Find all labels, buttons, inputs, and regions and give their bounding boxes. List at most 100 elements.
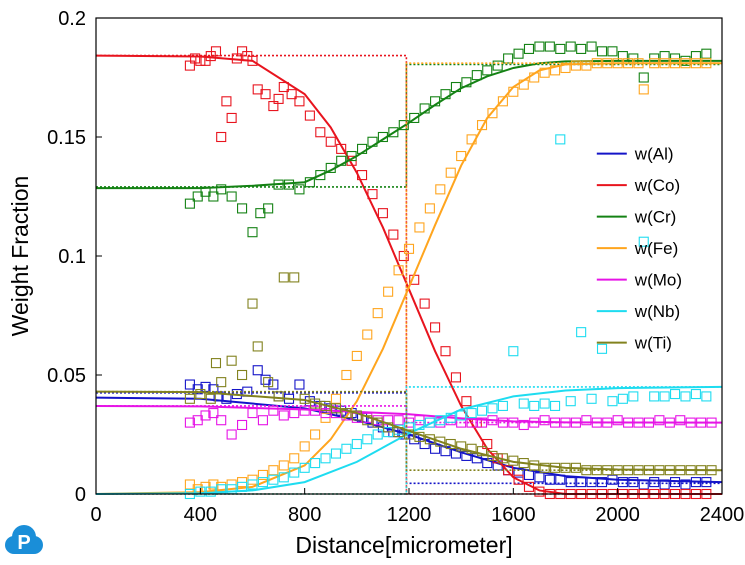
brand-logo-icon: P xyxy=(5,525,43,554)
point-wcr-15 xyxy=(325,162,336,173)
point-wti-36 xyxy=(539,462,550,473)
point-wcr-6 xyxy=(237,203,248,214)
point-wti-18 xyxy=(351,410,362,421)
x-tick-label-2: 800 xyxy=(288,504,321,526)
point-wco-23 xyxy=(336,143,347,154)
point-wti-8 xyxy=(252,341,263,352)
point-wmo-49 xyxy=(685,417,696,428)
y-tick-label-4: 0.2 xyxy=(58,8,86,30)
point-wti-20 xyxy=(372,417,383,428)
point-wal-39 xyxy=(565,477,576,488)
point-wcr-42 xyxy=(607,46,618,57)
point-wco-31 xyxy=(419,298,430,309)
point-wfe-15 xyxy=(330,393,342,404)
point-wfe-41 xyxy=(602,58,613,69)
point-wti-1 xyxy=(195,388,206,400)
point-wti-12 xyxy=(289,272,300,283)
point-wco-12 xyxy=(247,55,258,66)
point-wcr-50 xyxy=(690,51,701,62)
point-wfe-38 xyxy=(570,60,581,71)
point-wnb-10 xyxy=(289,467,300,478)
point-wfe-26 xyxy=(445,167,456,178)
point-wti-40 xyxy=(581,465,592,476)
curve-wmo xyxy=(95,404,723,424)
point-wcr-41 xyxy=(596,46,608,57)
point-wnb-28 xyxy=(476,405,488,416)
point-wnb-39 xyxy=(586,393,597,404)
point-wco-6 xyxy=(216,131,227,143)
point-wti-38 xyxy=(560,462,571,473)
point-wti-9 xyxy=(263,377,274,388)
point-wnb-12 xyxy=(310,458,321,469)
y-tick-label-2: 0.1 xyxy=(58,246,86,268)
point-wco-20 xyxy=(304,110,315,121)
point-wfe-25 xyxy=(435,184,446,195)
point-wcr-40 xyxy=(586,41,597,52)
point-wmo-51 xyxy=(706,417,717,428)
point-wco-17 xyxy=(278,81,289,93)
point-wfe-8 xyxy=(257,469,268,481)
point-wnb-5 xyxy=(237,481,248,492)
point-wti-14 xyxy=(310,398,321,409)
point-wal-51 xyxy=(690,477,701,488)
curve-wco xyxy=(95,54,722,495)
point-wfe-49 xyxy=(680,58,691,69)
point-wal-26 xyxy=(430,443,441,454)
point-wfe-42 xyxy=(612,58,623,69)
point-wal-28 xyxy=(450,448,462,459)
point-wal-31 xyxy=(482,458,493,469)
point-wfe-28 xyxy=(466,134,477,145)
point-wti-45 xyxy=(633,465,644,476)
point-wmo-0 xyxy=(184,417,195,428)
point-wcr-24 xyxy=(419,103,430,114)
point-wcr-27 xyxy=(450,81,462,93)
point-wfe-16 xyxy=(341,369,352,381)
x-tick-label-0: 0 xyxy=(90,504,101,526)
point-wal-29 xyxy=(461,450,472,461)
point-wfe-50 xyxy=(690,58,701,69)
point-wfe-44 xyxy=(633,58,644,69)
point-wnb-42 xyxy=(617,393,628,404)
point-wti-50 xyxy=(685,465,696,476)
logo-cloud-base xyxy=(14,542,34,554)
point-wfe-32 xyxy=(508,86,519,97)
point-wti-16 xyxy=(330,403,342,414)
point-wal-35 xyxy=(523,469,535,481)
point-wcr-45 xyxy=(638,72,649,83)
point-wal-37 xyxy=(544,474,555,485)
point-wfe-11 xyxy=(289,453,300,464)
point-wnb-22 xyxy=(414,419,425,431)
point-wmo-42 xyxy=(612,415,623,426)
point-wti-26 xyxy=(435,436,446,447)
point-wfe-33 xyxy=(518,79,529,90)
point-wti-5 xyxy=(226,355,237,366)
point-wmo-6 xyxy=(237,419,248,431)
point-wfe-24 xyxy=(424,203,435,214)
point-wmo-37 xyxy=(560,417,571,428)
point-wti-37 xyxy=(550,462,561,473)
point-wcr-28 xyxy=(461,77,472,88)
point-wnb-7 xyxy=(257,477,268,488)
point-wti-51 xyxy=(696,465,707,476)
point-wti-6 xyxy=(237,369,248,381)
point-wti-15 xyxy=(320,400,331,411)
point-wti-17 xyxy=(341,408,352,419)
point-wfe-37 xyxy=(560,62,571,74)
point-wal-8 xyxy=(252,365,263,376)
point-wco-5 xyxy=(210,46,222,57)
point-wti-11 xyxy=(278,272,289,283)
point-wnb-29 xyxy=(487,403,498,414)
point-wnb-18 xyxy=(372,429,383,440)
point-wfe-21 xyxy=(393,265,404,276)
point-wti-34 xyxy=(518,458,529,469)
point-wnb-41 xyxy=(607,396,618,407)
point-wcr-10 xyxy=(273,179,284,190)
point-wcr-3 xyxy=(208,191,219,202)
point-wfe-39 xyxy=(581,60,592,71)
point-wfe-29 xyxy=(476,120,488,131)
point-wal-43 xyxy=(607,474,618,485)
point-wcr-12 xyxy=(294,184,305,195)
point-wnb-17 xyxy=(362,434,373,445)
point-wal-34 xyxy=(513,467,524,478)
logo-letter: P xyxy=(17,532,30,554)
